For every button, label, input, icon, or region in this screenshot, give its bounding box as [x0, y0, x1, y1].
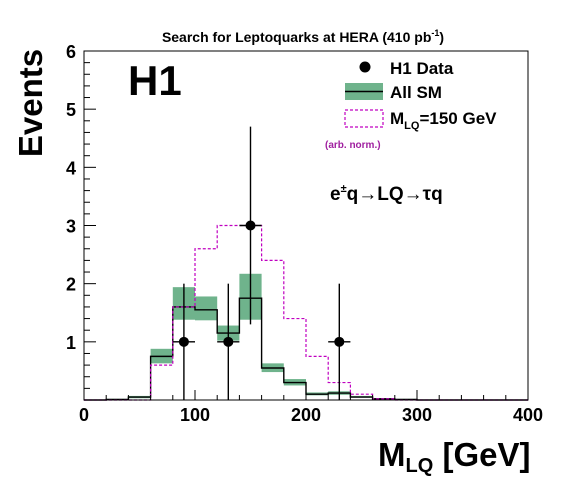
data-point [245, 220, 256, 231]
legend-data-marker [359, 61, 371, 73]
data-point [334, 336, 345, 347]
data-points [172, 126, 351, 400]
experiment-label: H1 [128, 57, 182, 104]
sm-band-bin [195, 296, 218, 321]
y-tick-label: 6 [66, 42, 76, 62]
legend-sm-label: All SM [390, 83, 442, 102]
legend-signal-marker [344, 109, 384, 128]
x-tick-label: 200 [291, 405, 321, 425]
x-axis-label: MLQ [GeV] [378, 436, 530, 477]
y-tick-label: 5 [66, 100, 76, 120]
legend-signal-note: (arb. norm.) [325, 140, 381, 151]
axis-ticks: 0 100 200 300 400 1 2 3 4 5 6 [66, 42, 543, 425]
y-tick-label: 4 [66, 158, 76, 178]
y-axis-label: Events [12, 49, 49, 157]
x-tick-label: 300 [402, 405, 432, 425]
x-tick-label: 100 [180, 405, 210, 425]
chart-title: Search for Leptoquarks at HERA (410 pb-1… [162, 28, 444, 45]
legend-data-label: H1 Data [390, 59, 454, 78]
legend: H1 Data All SM MLQ=150 GeV (arb. norm.) [325, 59, 497, 151]
y-tick-label: 2 [66, 275, 76, 295]
signal-histogram [84, 224, 528, 401]
y-tick-label: 1 [66, 333, 76, 353]
x-tick-label: 400 [513, 405, 543, 425]
y-tick-label: 3 [66, 217, 76, 237]
process-label: e±q→LQ→τq [330, 183, 443, 205]
data-point [223, 336, 234, 347]
data-point [178, 336, 189, 347]
signal-histogram-line [84, 224, 528, 401]
legend-signal-label: MLQ=150 GeV [390, 109, 497, 132]
x-tick-label: 0 [79, 405, 89, 425]
